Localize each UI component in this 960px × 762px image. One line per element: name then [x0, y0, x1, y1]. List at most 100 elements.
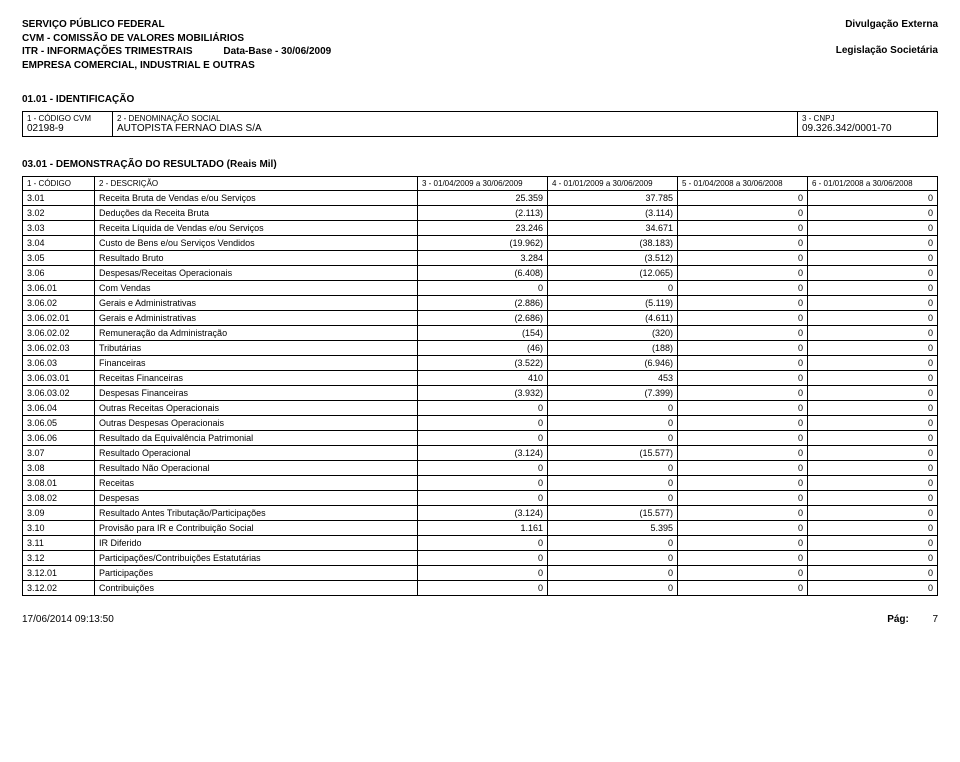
spacer [836, 32, 938, 44]
cell-desc: Receitas [95, 476, 418, 491]
cell-v2: 0 [548, 536, 678, 551]
cell-code: 3.10 [23, 521, 95, 536]
cell-v1: 410 [418, 371, 548, 386]
cell-v3: 0 [678, 401, 808, 416]
cell-v2: 37.785 [548, 191, 678, 206]
table-row: 3.06Despesas/Receitas Operacionais(6.408… [23, 266, 938, 281]
cell-desc: Tributárias [95, 341, 418, 356]
cell-v4: 0 [808, 446, 938, 461]
table-row: 3.05Resultado Bruto3.284(3.512)00 [23, 251, 938, 266]
ident-cell-codigo: 1 - CÓDIGO CVM 02198-9 [23, 112, 113, 137]
ident-value-cnpj: 09.326.342/0001-70 [802, 123, 933, 134]
cell-v3: 0 [678, 476, 808, 491]
document-header: SERVIÇO PÚBLICO FEDERAL CVM - COMISSÃO D… [22, 18, 938, 72]
cell-v1: 23.246 [418, 221, 548, 236]
cell-v3: 0 [678, 266, 808, 281]
cell-v4: 0 [808, 566, 938, 581]
cell-v1: (6.408) [418, 266, 548, 281]
col-header-descricao: 2 - DESCRIÇÃO [95, 177, 418, 191]
cell-v1: 0 [418, 431, 548, 446]
header-right1: Divulgação Externa [836, 18, 938, 32]
cell-v1: 0 [418, 551, 548, 566]
cell-v4: 0 [808, 296, 938, 311]
cell-v2: 0 [548, 581, 678, 596]
header-right2: Legislação Societária [836, 44, 938, 58]
cell-v3: 0 [678, 191, 808, 206]
table-row: 3.12.01Participações0000 [23, 566, 938, 581]
cell-v4: 0 [808, 551, 938, 566]
footer-page-label: Pág: [887, 614, 909, 625]
cell-code: 3.02 [23, 206, 95, 221]
cell-desc: Gerais e Administrativas [95, 296, 418, 311]
cell-v1: 0 [418, 461, 548, 476]
cell-desc: Despesas [95, 491, 418, 506]
cell-v2: 0 [548, 431, 678, 446]
cell-code: 3.06.02.03 [23, 341, 95, 356]
cell-code: 3.06.02.01 [23, 311, 95, 326]
cell-v1: (19.962) [418, 236, 548, 251]
cell-v2: (3.512) [548, 251, 678, 266]
cell-v2: (188) [548, 341, 678, 356]
cell-v1: 0 [418, 536, 548, 551]
footer-timestamp: 17/06/2014 09:13:50 [22, 614, 114, 625]
cell-v1: 0 [418, 566, 548, 581]
cell-desc: Participações [95, 566, 418, 581]
cell-code: 3.06 [23, 266, 95, 281]
cell-desc: IR Diferido [95, 536, 418, 551]
cell-v1: (3.124) [418, 506, 548, 521]
cell-v3: 0 [678, 461, 808, 476]
table-row: 3.12.02Contribuições0000 [23, 581, 938, 596]
cell-v2: (6.946) [548, 356, 678, 371]
cell-v4: 0 [808, 476, 938, 491]
cell-code: 3.06.06 [23, 431, 95, 446]
cell-v4: 0 [808, 311, 938, 326]
cell-v1: (3.522) [418, 356, 548, 371]
cell-v1: 0 [418, 581, 548, 596]
cell-v1: (3.124) [418, 446, 548, 461]
ident-label-cnpj: 3 - CNPJ [802, 114, 933, 123]
cell-v2: (3.114) [548, 206, 678, 221]
cell-v3: 0 [678, 296, 808, 311]
cell-v4: 0 [808, 251, 938, 266]
cell-desc: Resultado Bruto [95, 251, 418, 266]
table-row: 3.06.02Gerais e Administrativas(2.886)(5… [23, 296, 938, 311]
cell-code: 3.06.02.02 [23, 326, 95, 341]
table-row: 3.06.02.03Tributárias(46)(188)00 [23, 341, 938, 356]
cell-v3: 0 [678, 326, 808, 341]
table-row: 3.02Deduções da Receita Bruta(2.113)(3.1… [23, 206, 938, 221]
results-table: 1 - CÓDIGO 2 - DESCRIÇÃO 3 - 01/04/2009 … [22, 176, 938, 596]
cell-v1: 0 [418, 401, 548, 416]
cell-v1: 0 [418, 281, 548, 296]
cell-v1: (2.686) [418, 311, 548, 326]
cell-v3: 0 [678, 551, 808, 566]
header-line3: ITR - INFORMAÇÕES TRIMESTRAIS Data-Base … [22, 45, 331, 59]
cell-v4: 0 [808, 461, 938, 476]
table-row: 3.06.05Outras Despesas Operacionais0000 [23, 416, 938, 431]
cell-code: 3.03 [23, 221, 95, 236]
cell-desc: Despesas Financeiras [95, 386, 418, 401]
cell-code: 3.11 [23, 536, 95, 551]
cell-v1: 3.284 [418, 251, 548, 266]
footer-page: Pág: 7 [887, 614, 938, 625]
cell-code: 3.05 [23, 251, 95, 266]
cell-desc: Com Vendas [95, 281, 418, 296]
cell-v4: 0 [808, 401, 938, 416]
cell-desc: Remuneração da Administração [95, 326, 418, 341]
ident-label-codigo: 1 - CÓDIGO CVM [27, 114, 108, 123]
cell-v3: 0 [678, 491, 808, 506]
cell-desc: Custo de Bens e/ou Serviços Vendidos [95, 236, 418, 251]
cell-v4: 0 [808, 326, 938, 341]
cell-v2: 0 [548, 416, 678, 431]
header-database: Data-Base - 30/06/2009 [223, 46, 331, 57]
cell-v4: 0 [808, 371, 938, 386]
cell-code: 3.07 [23, 446, 95, 461]
cell-v1: (2.886) [418, 296, 548, 311]
cell-code: 3.01 [23, 191, 95, 206]
table-row: 3.06.02.01Gerais e Administrativas(2.686… [23, 311, 938, 326]
page-footer: 17/06/2014 09:13:50 Pág: 7 [22, 614, 938, 625]
cell-code: 3.06.03.01 [23, 371, 95, 386]
cell-desc: Resultado Antes Tributação/Participações [95, 506, 418, 521]
ident-cell-denominacao: 2 - DENOMINAÇÃO SOCIAL AUTOPISTA FERNAO … [113, 112, 798, 137]
cell-v2: 453 [548, 371, 678, 386]
cell-v2: 34.671 [548, 221, 678, 236]
